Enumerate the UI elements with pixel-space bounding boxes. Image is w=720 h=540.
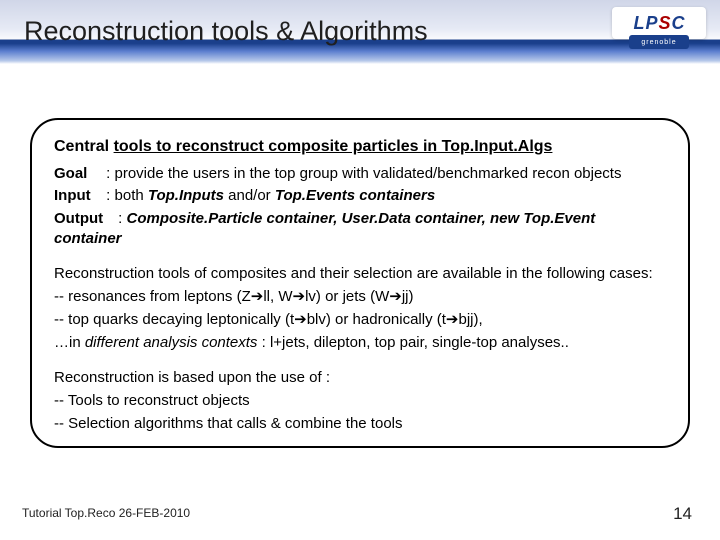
c1-pre: -- resonances from leptons (Z — [54, 288, 251, 305]
logo-letter-l: L — [633, 13, 644, 34]
basis-1: -- Tools to reconstruct objects — [54, 390, 666, 411]
input-a: Top.Inputs — [148, 187, 224, 204]
arrow-icon: ➔ — [251, 288, 264, 305]
output-label: Output — [54, 209, 114, 229]
basis-heading: Reconstruction is based upon the use of … — [54, 367, 666, 388]
cases-heading: Reconstruction tools of composites and t… — [54, 263, 666, 284]
c1-b: lv) or jets (W — [305, 288, 389, 305]
logo-letter-c: C — [672, 13, 685, 34]
heading-underline: tools to reconstruct composite particles… — [114, 138, 553, 155]
box-heading: Central tools to reconstruct composite p… — [54, 138, 666, 156]
output-row: Output : Composite.Particle container, U… — [54, 209, 666, 250]
c3-italic: different analysis contexts — [85, 334, 258, 351]
slide: Reconstruction tools & Algorithms L P S … — [0, 0, 720, 540]
slide-title: Reconstruction tools & Algorithms — [24, 16, 428, 47]
input-mid: and/or — [224, 187, 275, 204]
output-pre: : — [114, 210, 127, 227]
c2-pre: -- top quarks decaying leptonically (t — [54, 311, 294, 328]
goal-label: Goal — [54, 164, 102, 184]
arrow-icon: ➔ — [294, 311, 307, 328]
basis-2: -- Selection algorithms that calls & com… — [54, 413, 666, 434]
page-number: 14 — [673, 504, 692, 524]
arrow-icon: ➔ — [446, 311, 459, 328]
input-row: Input : both Top.Inputs and/or Top.Event… — [54, 186, 666, 206]
c3-post: : l+jets, dilepton, top pair, single-top… — [257, 334, 568, 351]
input-pre: : both — [106, 187, 148, 204]
goal-row: Goal : provide the users in the top grou… — [54, 164, 666, 184]
input-label: Input — [54, 186, 102, 206]
logo: L P S C grenoble — [612, 4, 706, 52]
content-box: Central tools to reconstruct composite p… — [30, 118, 690, 448]
logo-letter-p: P — [645, 13, 657, 34]
c1-c: jj) — [402, 288, 414, 305]
goal-text: : provide the users in the top group wit… — [106, 165, 621, 182]
input-b: Top.Events containers — [275, 187, 435, 204]
logo-letter-s: S — [659, 13, 671, 34]
arrow-icon: ➔ — [389, 288, 402, 305]
footer-left: Tutorial Top.Reco 26-FEB-2010 — [22, 506, 190, 520]
heading-prefix: Central — [54, 138, 114, 155]
c1-a: ll, W — [263, 288, 292, 305]
c2-a: blv) or hadronically (t — [307, 311, 446, 328]
logo-subtitle: grenoble — [629, 35, 689, 49]
c3-pre: …in — [54, 334, 85, 351]
c2-b: bjj), — [459, 311, 483, 328]
case-1: -- resonances from leptons (Z➔ll, W➔lv) … — [54, 286, 666, 307]
case-2: -- top quarks decaying leptonically (t➔b… — [54, 309, 666, 330]
case-3: …in different analysis contexts : l+jets… — [54, 332, 666, 353]
arrow-icon: ➔ — [293, 288, 306, 305]
output-val: Composite.Particle container, User.Data … — [54, 210, 595, 247]
